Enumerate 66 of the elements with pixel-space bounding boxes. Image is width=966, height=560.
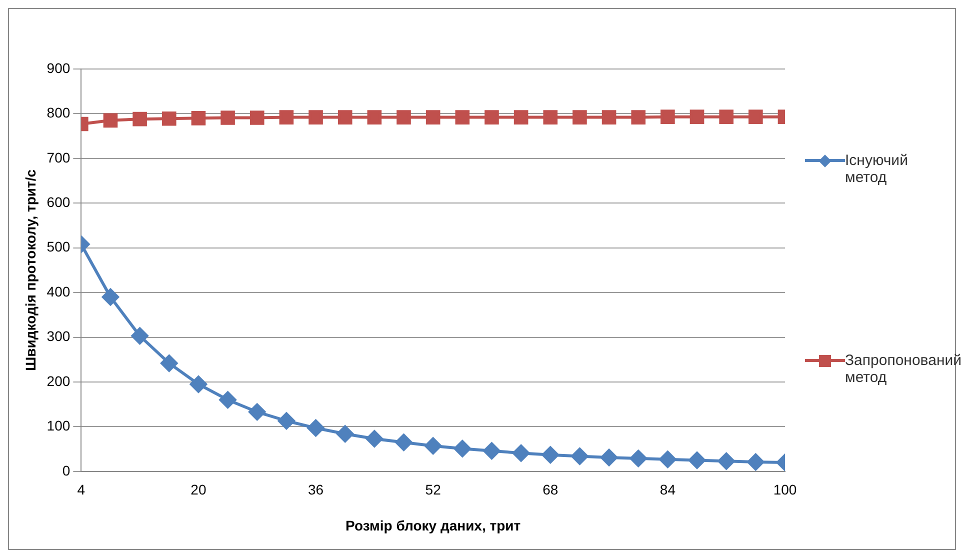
point	[660, 110, 675, 124]
point	[278, 412, 295, 430]
point	[307, 420, 324, 437]
y-tick-label: 400	[46, 283, 70, 300]
y-tick-label: 100	[46, 418, 70, 434]
point	[631, 110, 646, 124]
point	[338, 110, 352, 124]
point	[572, 110, 587, 124]
point	[395, 434, 412, 451]
point	[220, 110, 235, 125]
point	[543, 110, 558, 124]
y-tick-label: 200	[46, 372, 70, 389]
x-tick-label: 52	[425, 482, 442, 498]
point	[542, 446, 559, 464]
point	[483, 442, 500, 460]
point	[132, 112, 147, 126]
x-tick-label: 4	[77, 482, 86, 498]
x-tick-label: 20	[190, 482, 206, 498]
point	[219, 391, 236, 408]
y-axis-title: Швидкодія протоколу, трит/с	[22, 169, 38, 371]
x-tick-label: 36	[308, 482, 324, 498]
point	[748, 110, 763, 124]
y-tick-label: 500	[46, 238, 70, 255]
y-tick-label: 300	[46, 328, 70, 344]
point	[571, 448, 588, 465]
point	[102, 288, 119, 306]
point	[367, 110, 382, 124]
legend-label: Існуючий метод	[845, 152, 909, 186]
x-tick-label: 84	[660, 482, 676, 498]
point	[191, 111, 206, 126]
point	[396, 110, 411, 124]
point	[688, 452, 706, 469]
point	[426, 110, 440, 124]
point	[602, 110, 616, 124]
point	[512, 444, 530, 462]
point	[718, 452, 735, 470]
point	[630, 450, 647, 467]
x-axis-title: Розмір блоку даних, трит	[346, 517, 521, 534]
point	[514, 110, 528, 124]
y-tick-label: 0	[62, 462, 70, 478]
y-tick-label: 700	[46, 149, 70, 166]
point	[279, 110, 294, 124]
y-tick-label: 600	[46, 194, 70, 210]
point	[424, 437, 442, 454]
point	[455, 110, 470, 124]
point	[600, 449, 618, 466]
point	[190, 376, 207, 393]
point	[454, 440, 471, 458]
point	[747, 454, 764, 471]
point	[719, 110, 734, 124]
x-tick-label: 100	[773, 482, 797, 498]
point	[308, 110, 323, 124]
point	[131, 327, 148, 344]
y-tick-label: 800	[46, 104, 70, 121]
point	[162, 111, 176, 126]
point	[336, 425, 354, 442]
point	[484, 110, 499, 124]
x-tick-label: 68	[542, 482, 558, 498]
y-tick-label: 900	[46, 60, 70, 76]
point	[690, 110, 704, 124]
point	[103, 113, 118, 128]
point	[160, 354, 178, 372]
point	[659, 450, 676, 468]
point	[250, 110, 264, 125]
point	[248, 403, 266, 420]
point	[366, 430, 383, 448]
